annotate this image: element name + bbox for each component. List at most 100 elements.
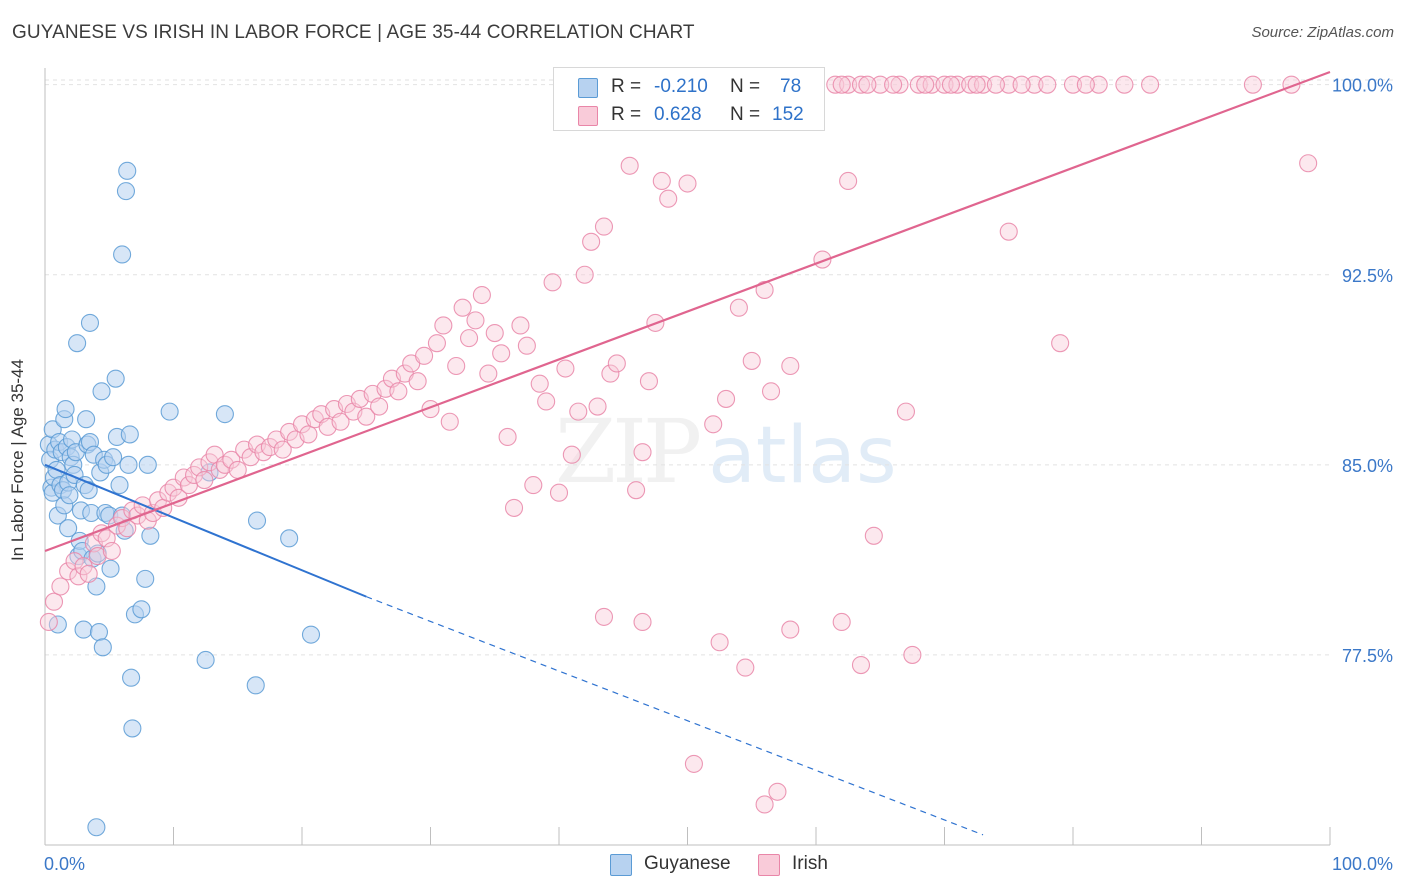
irish-point [511,316,530,335]
irish-point [159,483,178,502]
guyanese-point [93,638,112,657]
irish-point [434,316,453,335]
irish-point [39,612,58,632]
irish-point [851,656,871,675]
guyanese-point [77,410,96,429]
irish-point [755,280,774,300]
irish-point [51,577,70,596]
source-credit: Source: ZipAtlas.com [1251,24,1394,41]
guyanese-point [89,623,109,642]
irish-point [79,564,98,583]
irish-point [999,222,1018,241]
guyanese-point [106,369,125,388]
x-tick-label: 100.0% [1332,854,1393,874]
irish-point [569,402,588,421]
irish-point [736,658,755,677]
irish-point [896,402,916,421]
irish-point [453,298,472,317]
irish-point [370,397,389,416]
guyanese-point [246,676,265,695]
irish-point [466,311,485,330]
n-value-guyanese: 78 [780,76,802,97]
guyanese-point [280,529,299,548]
irish-point [973,75,993,94]
y-tick-label: 85.0% [1342,456,1393,476]
legend-row-guyanese: R = -0.210 N = 78 [554,72,824,102]
irish-point [562,445,581,464]
irish-point [768,782,787,801]
irish-point [331,412,350,431]
irish-point [498,427,517,447]
guyanese-point [56,400,75,419]
irish-legend-swatch [758,854,780,876]
guyanese-point [196,650,215,670]
irish-point [582,232,601,251]
irish-point [549,483,569,502]
guyanese-point [59,519,78,538]
irish-point [65,552,84,571]
irish-point [755,795,774,814]
irish-point [839,171,858,191]
r-value-irish: 0.628 [654,104,702,125]
irish-point [659,189,678,208]
irish-point [826,75,845,94]
irish-point [607,354,626,373]
irish-point [1243,75,1262,94]
guyanese-trend-line [44,463,367,598]
irish-point [884,75,903,94]
irish-point [678,174,697,193]
irish-point [588,397,607,416]
guyanese-point [116,182,136,201]
series-legend: Guyanese Irish [0,852,1406,878]
r-value-guyanese: -0.210 [654,76,708,97]
irish-point [447,356,466,376]
tick-labels: 100.0% 92.5% 85.0% 77.5% 0.0% 100.0% [44,76,1393,874]
irish-point [1299,154,1318,173]
irish-point [1063,75,1083,94]
guyanese-point [136,569,155,588]
irish-point [999,75,1018,94]
irish-point [537,392,556,411]
guyanese-point [215,405,234,424]
irish-point [871,75,890,94]
guyanese-legend-swatch [610,854,632,876]
guyanese-point [120,425,139,444]
irish-point [652,171,671,191]
irish-point [1051,334,1070,353]
correlation-legend: R = -0.210 N = 78 R = 0.628 N = 152 [553,67,825,131]
irish-point [941,75,960,94]
irish-point [620,156,639,175]
guyanese-legend-label: Guyanese [644,853,731,874]
guyanese-point [74,620,93,639]
irish-point [222,450,241,469]
irish-point [389,382,408,401]
irish-point [485,323,504,343]
guyanese-point [104,448,123,467]
guyanese-point [160,402,179,421]
irish-point [44,592,64,611]
irish-point [210,460,229,479]
n-label: N = [730,76,761,97]
guyanese-point [68,334,87,353]
irish-trend-line [44,70,1331,553]
irish-point [909,75,928,94]
irish-point [427,334,446,353]
guyanese-point [118,161,137,180]
irish-point [88,547,107,566]
y-tick-label: 92.5% [1342,266,1393,286]
irish-point [633,612,652,632]
irish-point [839,75,858,94]
irish-point [986,75,1005,94]
irish-point [684,754,703,773]
irish-point [710,633,729,652]
irish-point [1115,75,1134,94]
irish-point [69,567,88,586]
irish-point [1038,75,1057,94]
irish-point [729,298,748,317]
irish-point [415,346,434,365]
irish-point [556,359,575,378]
irish-point [479,364,498,383]
r-label: R = [611,76,642,97]
irish-point [440,412,459,431]
